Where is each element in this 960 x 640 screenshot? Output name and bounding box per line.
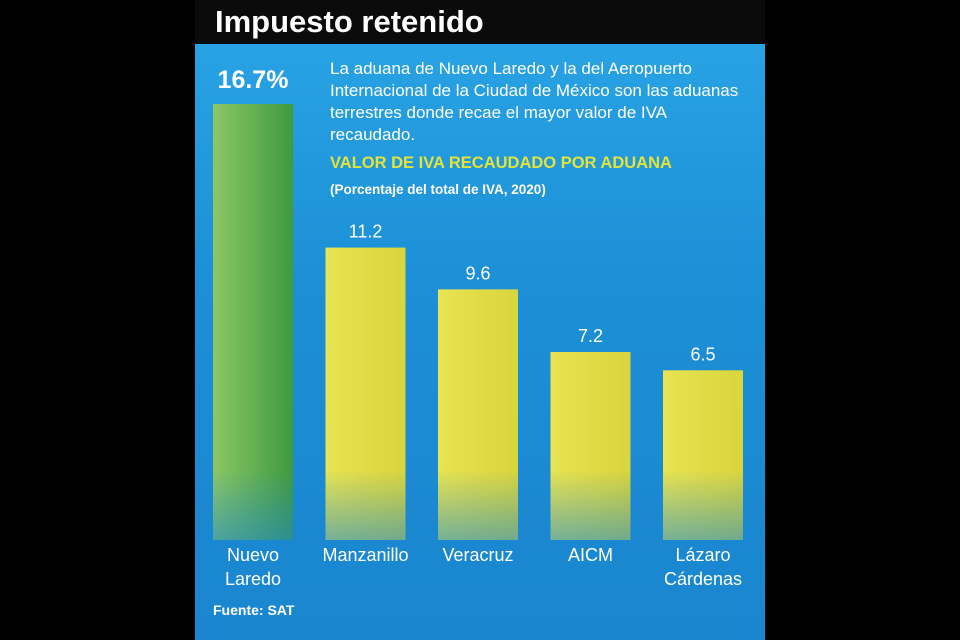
- category-label-1-0: Manzanillo: [322, 545, 408, 565]
- bar-fade-overlay: [195, 470, 765, 540]
- category-label-0-1: Laredo: [225, 569, 281, 589]
- value-label-3: 7.2: [578, 326, 603, 346]
- header-bar: Impuesto retenido: [195, 0, 765, 44]
- category-label-2-0: Veracruz: [442, 545, 513, 565]
- description-text: La aduana de Nuevo Laredo y la del Aerop…: [330, 59, 739, 144]
- category-label-0-0: Nuevo: [227, 545, 279, 565]
- bar-0: [213, 104, 293, 540]
- category-label-4-1: Cárdenas: [664, 569, 742, 589]
- chart-title: VALOR DE IVA RECAUDADO POR ADUANA: [330, 154, 672, 172]
- infographic-panel: Impuesto retenido 16.7% Nuevo Laredo 11.2 Ma…: [195, 0, 765, 640]
- source-note: Fuente: SAT: [213, 602, 295, 618]
- category-label-3-0: AICM: [568, 545, 613, 565]
- value-label-0: 16.7%: [218, 66, 289, 94]
- bar-chart: 16.7% Nuevo Laredo 11.2 Manzanillo 9.6 Veracru…: [195, 66, 765, 589]
- chart-subtitle: (Porcentaje del total de IVA, 2020): [330, 182, 546, 197]
- category-label-4-0: Lázaro: [675, 545, 730, 565]
- value-label-1: 11.2: [349, 222, 383, 242]
- value-label-2: 9.6: [465, 263, 490, 283]
- page-title: Impuesto retenido: [215, 4, 484, 39]
- value-label-4: 6.5: [690, 344, 715, 364]
